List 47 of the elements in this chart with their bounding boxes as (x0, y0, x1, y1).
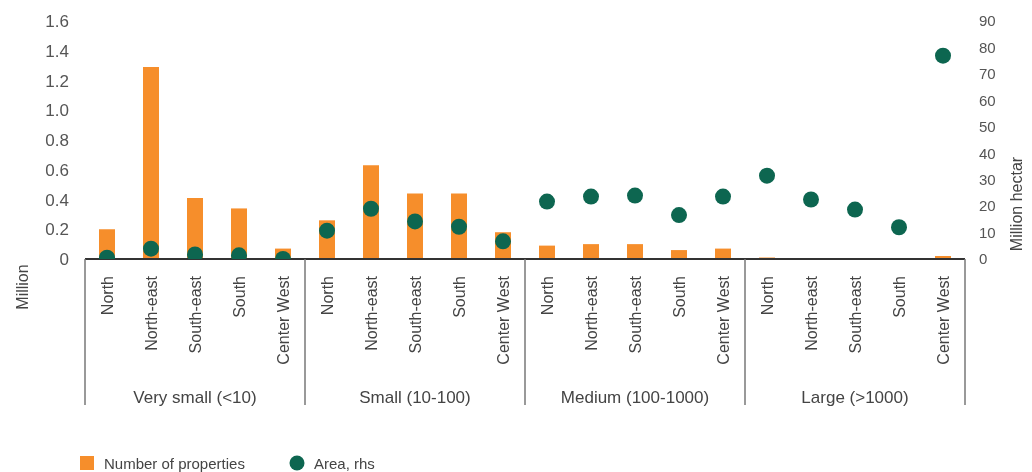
x-tick-label: North-east (362, 275, 380, 351)
text: Large (>1000) (801, 387, 909, 407)
x-tick-label: North-east (802, 275, 820, 351)
x-tick-label: Center West (494, 275, 512, 365)
x-tick-label: South-east (846, 275, 864, 354)
text: Small (10-100) (359, 387, 471, 407)
y2-axis-title: Million hectar (1007, 156, 1025, 252)
y-tick-label: 0.6 (45, 160, 69, 180)
y2-tick-label: 0 (979, 250, 988, 268)
x-tick-label: North-east (582, 275, 600, 351)
x-tick-label: North (538, 276, 556, 316)
x-tick-label: Center West (274, 275, 292, 365)
y2-tick-label: 10 (979, 223, 996, 241)
legend-label: Number of properties (104, 454, 245, 472)
y2-tick-label: 80 (979, 38, 996, 56)
x-tick-label: South-east (626, 275, 644, 354)
y2-tick-label: 60 (979, 91, 996, 109)
x-tick-label: Center West (714, 275, 732, 365)
y-tick-label: 0.2 (45, 220, 69, 240)
text: Medium (100-1000) (560, 387, 710, 407)
y2-tick-label: 50 (979, 118, 996, 136)
y-tick-label: 0.8 (45, 131, 69, 151)
text: Very small (<10) (133, 387, 257, 407)
x-tick-label: South (890, 276, 908, 318)
y2-tick-label: 20 (979, 197, 996, 215)
x-tick-label: North (318, 276, 336, 316)
x-tick-label: North-east (142, 275, 160, 351)
y2-tick-label: 70 (979, 65, 996, 83)
x-tick-label: North (758, 276, 776, 316)
y-tick-label: 0.4 (45, 190, 69, 210)
y-axis-title: Million (13, 264, 31, 310)
y-tick-label: 1.6 (45, 12, 69, 32)
x-tick-label: South (450, 276, 468, 318)
x-tick-label: South (670, 276, 688, 318)
y2-tick-label: 40 (979, 144, 996, 162)
x-tick-label: South-east (406, 275, 424, 354)
y-tick-label: 1.0 (45, 101, 69, 121)
y-tick-label: 1.2 (45, 71, 69, 91)
x-tick-label: North (98, 276, 116, 316)
legend-label: Area, rhs (314, 454, 375, 472)
y-tick-label: 1.4 (45, 41, 69, 61)
x-tick-label: South (230, 276, 248, 318)
y-tick-label: 0 (59, 250, 69, 270)
x-tick-label: South-east (186, 275, 204, 354)
y2-tick-label: 90 (979, 12, 996, 30)
y2-tick-label: 30 (979, 170, 996, 188)
x-tick-label: Center West (934, 275, 952, 365)
